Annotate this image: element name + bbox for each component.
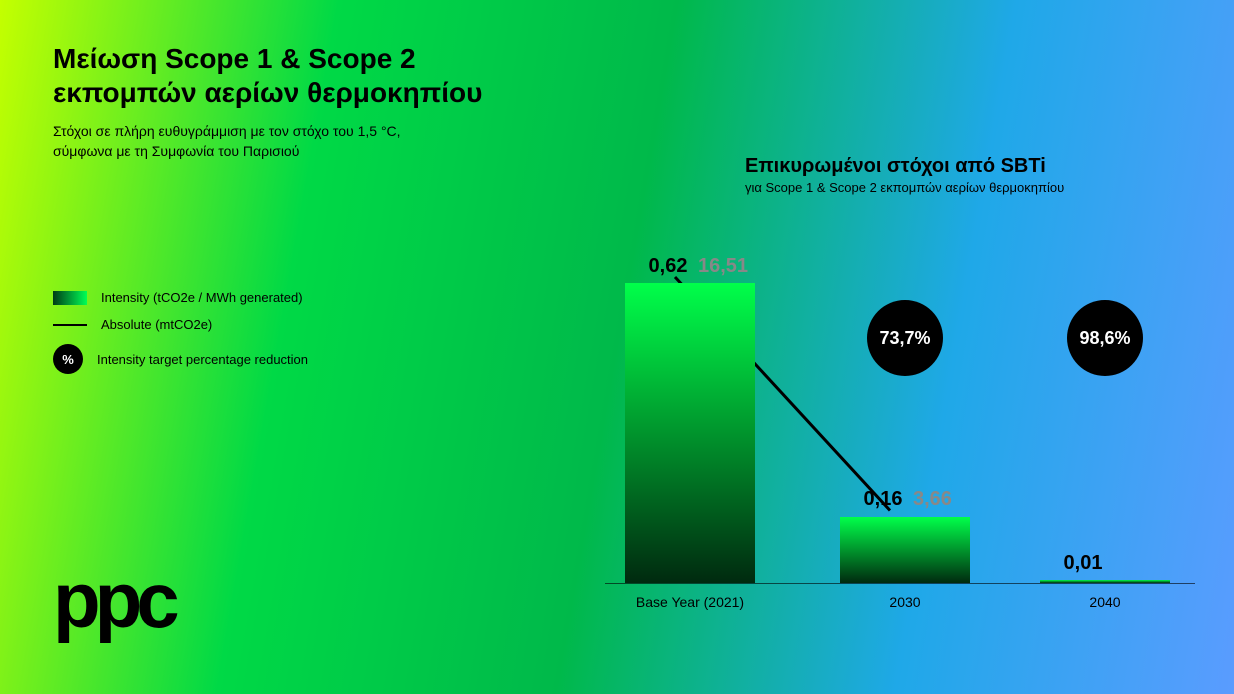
emissions-chart: Base Year (2021) 0,62 16,51 2030 0,16 3,66 73,… xyxy=(605,240,1195,610)
absolute-value-label: 0,62 xyxy=(649,255,688,278)
subtitle-line-1: Στόχοι σε πλήρη ευθυγράμμιση με τον στόχ… xyxy=(53,123,401,139)
percent-symbol: % xyxy=(62,352,74,367)
x-axis-label: 2030 xyxy=(889,594,920,610)
subtitle-line-2: σύμφωνα με τη Συμφωνία του Παρισιού xyxy=(53,143,299,159)
legend: Intensity (tCO2e / MWh generated) Absolu… xyxy=(53,290,308,386)
chart-bar xyxy=(625,283,755,583)
legend-item-intensity: Intensity (tCO2e / MWh generated) xyxy=(53,290,308,305)
chart-bar xyxy=(840,517,970,584)
slide-content: Μείωση Scope 1 & Scope 2 εκπομπών αερίων… xyxy=(0,0,1234,694)
x-axis-label: 2040 xyxy=(1089,594,1120,610)
title-line-2: εκπομπών αερίων θερμοκηπίου xyxy=(53,77,482,108)
chart-title: Επικυρωμένοι στόχοι από SBTi xyxy=(745,155,1046,178)
absolute-value-label: 0,16 xyxy=(864,488,903,511)
legend-swatch-line-icon xyxy=(53,324,87,326)
page-subtitle: Στόχοι σε πλήρη ευθυγράμμιση με τον στόχ… xyxy=(53,122,401,161)
legend-swatch-bar-icon xyxy=(53,291,87,305)
title-line-1: Μείωση Scope 1 & Scope 2 xyxy=(53,43,416,74)
x-axis xyxy=(605,583,1195,584)
chart-bar xyxy=(1040,580,1170,583)
x-axis-label: Base Year (2021) xyxy=(636,594,744,610)
legend-label-pct: Intensity target percentage reduction xyxy=(97,352,308,367)
intensity-value-label: 3,66 xyxy=(913,488,952,511)
page-title: Μείωση Scope 1 & Scope 2 εκπομπών αερίων… xyxy=(53,42,482,109)
reduction-pct-badge: 98,6% xyxy=(1067,300,1143,376)
legend-label-absolute: Absolute (mtCO2e) xyxy=(101,317,212,332)
reduction-pct-badge: 73,7% xyxy=(867,300,943,376)
percent-badge-icon: % xyxy=(53,344,83,374)
legend-label-intensity: Intensity (tCO2e / MWh generated) xyxy=(101,290,303,305)
absolute-value-label: 0,01 xyxy=(1064,552,1103,575)
legend-item-absolute: Absolute (mtCO2e) xyxy=(53,317,308,332)
ppc-logo: ppc xyxy=(53,555,174,646)
legend-item-pct: % Intensity target percentage reduction xyxy=(53,344,308,374)
logo-text: ppc xyxy=(53,556,174,644)
intensity-value-label: 16,51 xyxy=(698,255,748,278)
chart-subtitle: για Scope 1 & Scope 2 εκπομπών αερίων θε… xyxy=(745,180,1064,195)
